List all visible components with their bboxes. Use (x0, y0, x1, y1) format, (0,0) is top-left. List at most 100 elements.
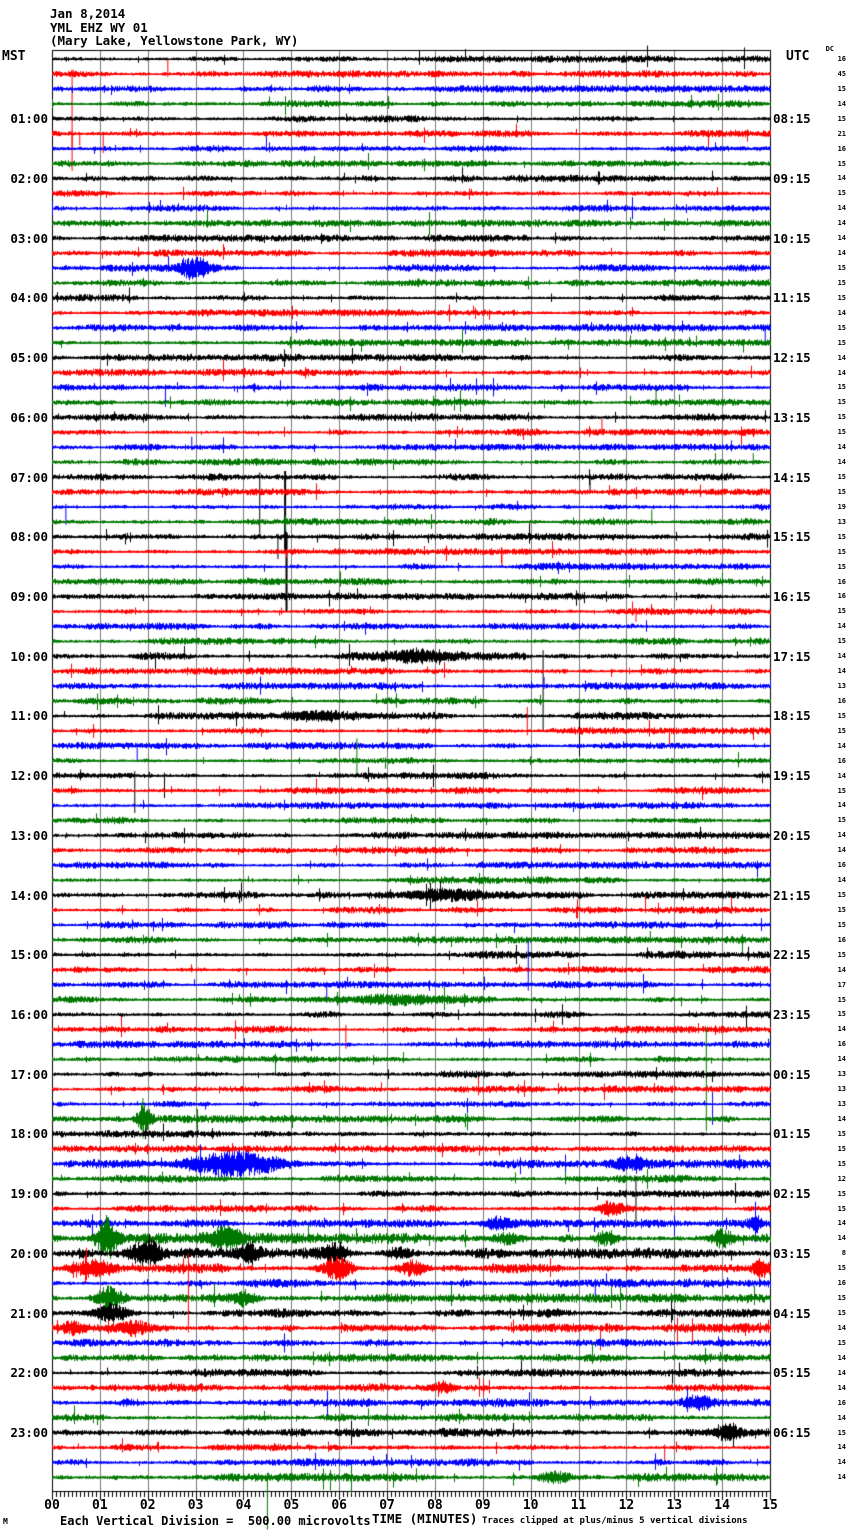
mst-hour-label: 14:00 (10, 887, 48, 903)
dc-value: 15 (837, 398, 846, 407)
right-axis-header-utc: UTC (786, 49, 810, 64)
dc-value: 16 (837, 935, 846, 944)
dc-value: 14 (837, 353, 846, 362)
dc-value: 14 (837, 1368, 846, 1377)
dc-value: 14 (837, 1443, 846, 1452)
mst-hour-label: 11:00 (10, 708, 48, 724)
minute-tick-label: 10 (522, 1498, 539, 1513)
dc-value: 15 (837, 607, 846, 616)
dc-value: 14 (837, 219, 846, 228)
utc-hour-label: 06:15 (773, 1425, 811, 1440)
dc-value: 15 (837, 891, 846, 900)
mst-hour-label: 07:00 (10, 469, 48, 485)
title-date: Jan 8,2014 (50, 6, 126, 21)
dc-value: 19 (837, 502, 846, 511)
dc-value: 15 (837, 726, 846, 735)
dc-value: 14 (837, 771, 846, 780)
dc-value: 15 (837, 1010, 846, 1019)
dc-value: 15 (837, 637, 846, 646)
dc-value: 14 (837, 234, 846, 243)
dc-value: 8 (841, 1249, 846, 1258)
utc-hour-label: 14:15 (773, 469, 811, 485)
utc-hour-label: 01:15 (773, 1126, 811, 1142)
dc-value: 15 (837, 816, 846, 825)
dc-value: 21 (837, 129, 846, 138)
dc-value: 14 (837, 443, 846, 452)
dc-value: 16 (837, 55, 846, 63)
minute-tick-label: 06 (331, 1498, 348, 1513)
dc-value: 15 (837, 1338, 846, 1347)
utc-hour-label: 13:15 (773, 409, 811, 425)
dc-value: 14 (837, 1473, 846, 1482)
dc-value: 15 (837, 1129, 846, 1138)
utc-hour-label: 04:15 (773, 1305, 811, 1321)
title-location: (Mary Lake, Yellowstone Park, WY) (50, 33, 299, 48)
mst-hour-label: 20:00 (10, 1245, 48, 1261)
minute-tick-label: 14 (714, 1498, 730, 1513)
utc-hour-label: 17:15 (773, 648, 811, 664)
mst-hour-label: 06:00 (10, 409, 48, 425)
utc-hour-label: 22:15 (773, 947, 811, 963)
dc-value: 14 (837, 308, 846, 317)
dc-value: 15 (837, 950, 846, 959)
dc-value: 15 (837, 786, 846, 795)
dc-value: 15 (837, 532, 846, 541)
dc-value: 15 (837, 487, 846, 496)
dc-value: 15 (837, 189, 846, 198)
dc-value: 14 (837, 174, 846, 183)
dc-value: 13 (837, 517, 846, 526)
utc-hour-label: 00:15 (773, 1066, 811, 1082)
dc-value: 15 (837, 1264, 846, 1273)
mst-hour-label: 09:00 (10, 588, 48, 604)
dc-value: 15 (837, 114, 846, 123)
utc-hour-label: 16:15 (773, 588, 811, 604)
minute-tick-label: 02 (139, 1498, 156, 1513)
dc-value: 14 (837, 249, 846, 258)
dc-value: 15 (837, 278, 846, 287)
utc-hour-label: 19:15 (773, 768, 811, 784)
dc-value: 14 (837, 741, 846, 750)
mst-hour-label: 04:00 (10, 290, 48, 306)
dc-value: 12 (837, 1174, 846, 1183)
dc-value: 14 (837, 1234, 846, 1243)
dc-value: 14 (837, 1458, 846, 1467)
utc-hour-label: 09:15 (773, 170, 811, 186)
mst-hour-label: 05:00 (10, 350, 48, 366)
dc-value: 14 (837, 846, 846, 855)
utc-hour-label: 11:15 (773, 290, 811, 306)
utc-hour-label: 10:15 (773, 230, 811, 246)
footer-clip-note: Traces clipped at plus/minus 5 vertical … (482, 1516, 748, 1526)
minute-tick-label: 12 (618, 1498, 635, 1513)
mst-hour-label: 23:00 (10, 1425, 48, 1440)
dc-value: 15 (837, 159, 846, 168)
dc-value: 16 (837, 1398, 846, 1407)
utc-hour-label: 03:15 (773, 1245, 811, 1261)
mst-hour-label: 19:00 (10, 1186, 48, 1202)
dc-value: 14 (837, 831, 846, 840)
dc-value: 15 (837, 1204, 846, 1213)
dc-value: 16 (837, 577, 846, 586)
mst-hour-label: 17:00 (10, 1066, 48, 1082)
utc-hour-label: 18:15 (773, 708, 811, 724)
dc-value: 15 (837, 1189, 846, 1198)
utc-hour-label: 23:15 (773, 1006, 811, 1022)
minute-tick-label: 13 (666, 1498, 683, 1513)
utc-hour-label: 15:15 (773, 529, 811, 545)
dc-value: 14 (837, 99, 846, 108)
dc-value: 15 (837, 293, 846, 302)
dc-value: 14 (837, 204, 846, 213)
mst-hour-label: 01:00 (10, 111, 48, 127)
utc-hour-label: 20:15 (773, 827, 811, 843)
dc-value: 14 (837, 1413, 846, 1422)
dc-value: 15 (837, 338, 846, 347)
mst-hour-label: 12:00 (10, 768, 48, 784)
dc-value: 15 (837, 920, 846, 929)
minute-tick-label: 03 (187, 1498, 204, 1513)
left-axis-header-mst: MST (2, 49, 26, 64)
mst-hour-label: 02:00 (10, 170, 48, 186)
mst-hour-label: 08:00 (10, 529, 48, 545)
dc-value: 15 (837, 995, 846, 1004)
utc-hour-label: 05:15 (773, 1365, 811, 1381)
dc-value: 15 (837, 1159, 846, 1168)
